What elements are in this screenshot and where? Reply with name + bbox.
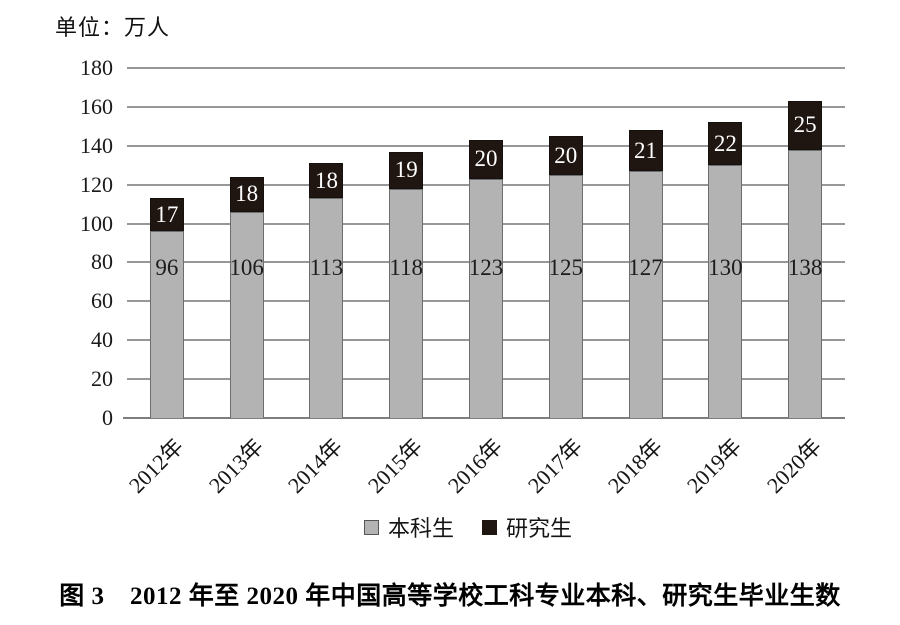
bar-value-undergrad: 106 (229, 255, 264, 280)
y-axis-tick-label: 0 (102, 405, 113, 430)
bar-segment-graduate: 18 (309, 163, 344, 199)
bar-value-graduate: 25 (793, 112, 817, 138)
bar-segment-undergrad (389, 188, 424, 418)
bar-segment-undergrad (708, 165, 743, 418)
legend-swatch-graduate (482, 519, 497, 535)
y-axis-tick-label: 80 (91, 249, 113, 275)
legend-label-graduate: 研究生 (506, 516, 573, 541)
bar-segment-undergrad (788, 149, 823, 418)
x-axis-tick-label: 2013年 (203, 433, 268, 498)
bar-segment-graduate: 20 (469, 139, 503, 179)
bar-segment-graduate: 17 (149, 198, 184, 232)
bar-value-graduate: 17 (155, 201, 179, 227)
bar-group-2012年: 17 96 (149, 198, 184, 418)
bar-group-2018年: 21 127 (628, 130, 663, 418)
y-axis-tick-label: 160 (80, 93, 113, 119)
bar-value-graduate: 18 (235, 181, 259, 207)
legend-swatch-undergrad (363, 519, 379, 535)
figure-caption: 图 3 2012 年至 2020 年中国高等学校工科专业本科、研究生毕业生数 (59, 583, 841, 610)
bar-segment-undergrad (229, 211, 264, 418)
bar-group-2020年: 25 138 (788, 101, 822, 418)
x-axis-tick-label: 2018年 (602, 433, 667, 498)
legend: 本科生 研究生 (0, 511, 900, 543)
bar-value-undergrad: 96 (155, 255, 179, 280)
bar-value-undergrad: 125 (548, 255, 584, 280)
bar-value-graduate: 20 (554, 142, 578, 168)
y-axis-tick-label: 140 (80, 132, 113, 158)
x-axis-tick-label: 2017年 (522, 433, 587, 498)
y-axis-tick-label: 60 (91, 288, 113, 314)
bar-segment-undergrad (469, 178, 503, 418)
bar-value-graduate: 20 (474, 146, 498, 172)
x-axis-tick-label: 2019年 (682, 433, 747, 498)
bar-value-graduate: 22 (713, 130, 737, 156)
bar-segment-undergrad (309, 198, 344, 418)
bar-segment-graduate: 25 (788, 101, 823, 150)
bar-segment-graduate: 19 (389, 151, 424, 189)
gridline (127, 67, 845, 69)
x-axis-tick-label: 2016年 (442, 433, 508, 498)
x-axis-tick-label: 2014年 (283, 433, 348, 498)
bar-value-undergrad: 118 (389, 255, 424, 280)
bar-group-2017年: 20 125 (549, 136, 583, 418)
bar-group-2014年: 18 113 (309, 163, 344, 418)
x-axis-tick-label: 2012年 (123, 433, 189, 498)
legend-item-graduate: 研究生 (482, 511, 572, 543)
legend-item-undergrad: 本科生 (363, 511, 454, 543)
bar-segment-graduate: 22 (708, 122, 743, 166)
legend-inner: 本科生 研究生 (363, 511, 572, 543)
bar-group-2019年: 22 130 (708, 122, 743, 418)
bar-value-graduate: 19 (394, 157, 418, 183)
x-axis-tick-label: 2020年 (761, 433, 827, 498)
y-axis-tick-label: 20 (91, 366, 113, 392)
bar-value-undergrad: 113 (309, 255, 344, 280)
bar-value-undergrad: 138 (787, 255, 823, 280)
gridline (127, 105, 845, 108)
bar-group-2016年: 20 123 (468, 139, 504, 418)
bar-value-undergrad: 127 (628, 255, 663, 280)
legend-label-undergrad: 本科生 (387, 516, 454, 541)
bar-value-graduate: 21 (634, 137, 658, 163)
bar-segment-undergrad (149, 231, 184, 418)
bar-value-undergrad: 123 (468, 255, 504, 280)
bar-segment-undergrad (548, 174, 583, 418)
plot-area: 0 20 40 60 80 100 120 140 160 180 17 96 2012年 18 106 20… (80, 55, 845, 498)
x-axis-line (123, 417, 845, 419)
bar-segment-graduate: 18 (229, 176, 264, 212)
y-axis-tick-label: 180 (80, 55, 113, 80)
bar-group-2015年: 19 118 (389, 151, 424, 418)
y-axis-tick-label: 100 (80, 210, 113, 236)
bar-value-undergrad: 130 (708, 255, 743, 280)
bar-segment-graduate: 20 (548, 136, 583, 175)
bar-segment-undergrad (628, 171, 663, 418)
bar-segment-graduate: 21 (628, 130, 663, 172)
bar-value-graduate: 18 (314, 167, 338, 193)
unit-label: 单位：万人 (55, 15, 171, 40)
y-axis-tick-label: 120 (80, 171, 113, 197)
y-axis-tick-label: 40 (91, 327, 113, 353)
x-axis-tick-label: 2015年 (363, 433, 428, 498)
bar-group-2013年: 18 106 (229, 176, 264, 418)
